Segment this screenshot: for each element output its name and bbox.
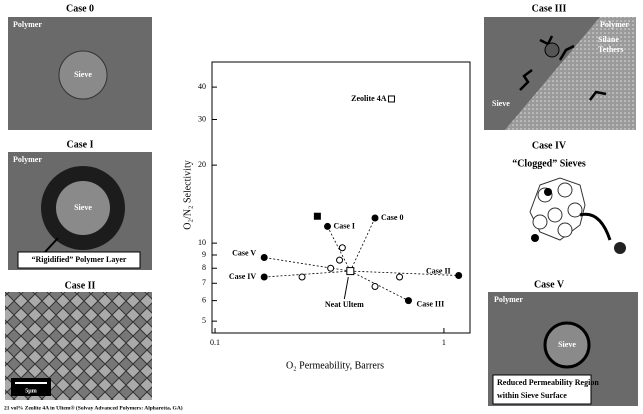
point-label: Case V xyxy=(232,248,256,257)
square-point xyxy=(314,213,321,220)
y-tick-label: 8 xyxy=(202,263,206,272)
open-point xyxy=(339,245,345,251)
point-label: Case 0 xyxy=(381,213,403,222)
open-point xyxy=(372,284,378,290)
point-label: Case III xyxy=(416,299,444,308)
point xyxy=(405,297,412,304)
x-axis-title: O₂ Permeability, Barrers xyxy=(286,360,384,371)
y-tick-label: 9 xyxy=(202,250,206,259)
note: Reduced Permeability Region xyxy=(497,378,599,387)
label: Sieve xyxy=(74,203,92,212)
open-point xyxy=(337,257,343,263)
point xyxy=(324,223,331,230)
y-tick-label: 40 xyxy=(198,82,206,91)
zeolite-point xyxy=(388,96,394,102)
y-axis-title: O₂/N₂ Selectivity xyxy=(182,160,193,229)
point-label: Case II xyxy=(426,266,451,275)
figure: Case 0 Polymer Sieve Case I Polymer Siev… xyxy=(0,0,643,414)
particle xyxy=(545,43,559,57)
caption: 21 vol% Zeolite 4A in Ultem® (Solvay Adv… xyxy=(4,404,183,411)
y-tick-label: 7 xyxy=(202,278,206,287)
blocker xyxy=(544,188,552,196)
point xyxy=(455,272,462,279)
panel-title: Case IV xyxy=(532,140,567,151)
neat-point xyxy=(347,268,354,275)
note: within Sieve Surface xyxy=(497,391,567,400)
y-tick-label: 5 xyxy=(202,316,206,325)
label: Tethers xyxy=(598,45,623,54)
molecule xyxy=(614,242,626,254)
point xyxy=(261,254,268,261)
open-point xyxy=(328,265,334,271)
panel-title: Case I xyxy=(67,139,94,150)
panel-title: Case II xyxy=(65,280,96,291)
y-tick-label: 6 xyxy=(202,295,206,304)
arrow xyxy=(580,214,610,240)
scale-label: 5μm xyxy=(25,388,36,394)
point-label: Case IV xyxy=(229,272,257,281)
note: “Clogged” Sieves xyxy=(512,158,586,169)
neat-label: Neat Ultem xyxy=(325,300,364,309)
x-tick-label: 1 xyxy=(442,338,446,347)
open-point xyxy=(299,274,305,280)
y-tick-label: 30 xyxy=(198,114,206,123)
label: Polymer xyxy=(13,155,42,164)
label: Polymer xyxy=(494,295,523,304)
panel-title: Case III xyxy=(532,3,567,14)
y-tick-label: 10 xyxy=(198,238,206,247)
plot-frame xyxy=(212,62,470,333)
open-point xyxy=(397,274,403,280)
panel-title: Case V xyxy=(534,279,565,290)
zeolite-label: Zeolite 4A xyxy=(351,94,387,103)
point xyxy=(261,274,268,281)
x-tick-label: 0.1 xyxy=(210,338,220,347)
label: Sieve xyxy=(74,70,92,79)
label: Sieve xyxy=(558,340,576,349)
blocker xyxy=(531,234,539,242)
point xyxy=(372,215,379,222)
panel-title: Case 0 xyxy=(66,3,94,14)
sieve-cluster xyxy=(530,178,585,240)
label: Polymer xyxy=(600,20,629,29)
label: Sieve xyxy=(492,99,510,108)
label: Polymer xyxy=(13,20,42,29)
y-tick-label: 20 xyxy=(198,160,206,169)
point-label: Case I xyxy=(333,221,355,230)
note: “Rigidified” Polymer Layer xyxy=(32,255,127,264)
label: Silane xyxy=(598,35,619,44)
